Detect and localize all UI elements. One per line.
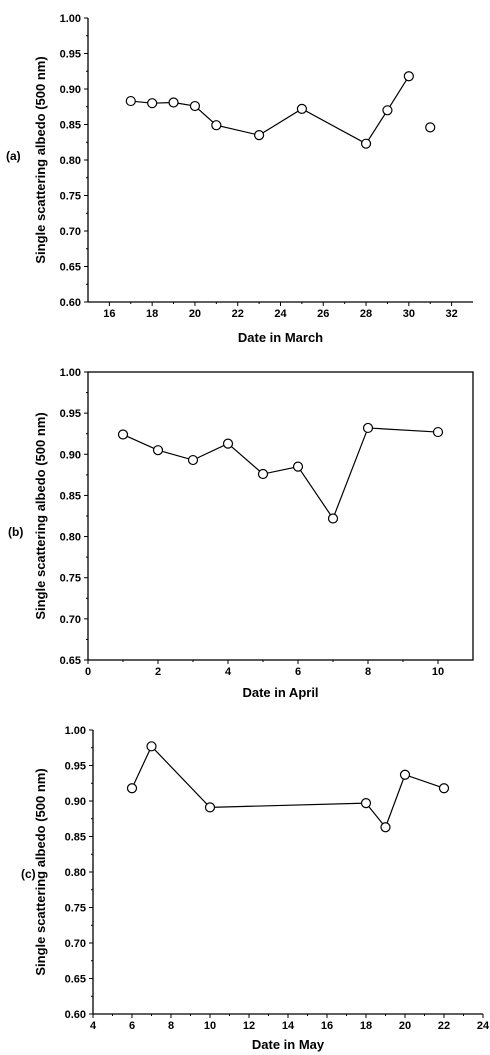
chart-a-y-tick-label: 0.80 (60, 155, 81, 167)
chart-a-data-point (168, 97, 179, 108)
chart-b-data-point (152, 445, 164, 456)
chart-c-data-point (126, 783, 138, 794)
chart-c-y-axis-title: Single scattering albedo (500 nm) (33, 768, 48, 975)
chart-b-panel-label: (b) (8, 525, 23, 539)
chart-a-data-point (425, 122, 436, 133)
chart-a-data-point (189, 100, 201, 112)
chart-c-series-line (131, 745, 445, 829)
chart-a-x-tick-label: 20 (189, 308, 201, 320)
chart-b-data-point (257, 468, 269, 480)
chart-b-series-line (122, 427, 439, 520)
chart-c-x-tick-label: 6 (129, 1020, 135, 1032)
chart-b-y-tick-label: 1.00 (60, 367, 81, 379)
chart-c-y-tick-label: 0.90 (65, 796, 86, 808)
chart-c-x-tick-label: 8 (168, 1020, 174, 1032)
chart-a-y-tick-label: 0.65 (60, 262, 81, 274)
chart-a-data-point (211, 120, 222, 131)
chart-a-x-axis-title: Date in March (238, 330, 323, 345)
chart-c-y-tick-label: 0.70 (65, 938, 86, 950)
chart-c-data-point (380, 822, 391, 833)
chart-c-data-point (360, 798, 372, 809)
chart-c-x-tick-label: 4 (90, 1020, 97, 1032)
chart-b-data-point (187, 454, 199, 466)
chart-c-y-tick-label: 0.85 (65, 832, 86, 844)
chart-a-data-point (360, 138, 372, 149)
chart-a-data-point (403, 71, 414, 82)
chart-c-y-tick-label: 1.00 (65, 725, 86, 737)
chart-a-x-tick-label: 24 (274, 308, 287, 320)
chart-b-x-axis-title: Date in April (242, 685, 318, 700)
chart-b-data-point (327, 513, 339, 524)
chart-a-y-tick-label: 0.70 (60, 226, 81, 238)
chart-a-x-tick-label: 22 (232, 308, 244, 320)
chart-b-y-axis-title: Single scattering albedo (500 nm) (33, 412, 48, 619)
chart-c-x-tick-label: 22 (438, 1020, 450, 1032)
chart-a-x-tick-label: 32 (445, 308, 457, 320)
chart-a-y-tick-label: 0.90 (60, 84, 81, 96)
chart-c-x-tick-label: 14 (282, 1020, 295, 1032)
chart-b-y-tick-label: 0.80 (60, 532, 81, 544)
chart-c-x-tick-label: 10 (204, 1020, 216, 1032)
chart-a-x-tick-label: 16 (103, 308, 115, 320)
chart-b-x-tick-label: 0 (85, 666, 91, 678)
chart-b-data-point (362, 422, 374, 434)
chart-a-series-line (130, 75, 410, 145)
chart-c-y-tick-label: 0.95 (65, 761, 86, 773)
chart-b-y-tick-label: 0.70 (60, 614, 81, 626)
chart-b: 0.65 0.70 0.75 0.80 0.85 0.90 0.95 1.00 0 2 4 6 8 10 D… (8, 367, 474, 700)
chart-b-y-tick-label: 0.95 (60, 408, 81, 420)
chart-c-data-point (146, 741, 157, 752)
chart-b-x-tick-label: 8 (365, 666, 371, 678)
chart-b-x-tick-label: 10 (432, 666, 444, 678)
chart-a-x-tick-label: 26 (317, 308, 329, 320)
chart-b-data-point (117, 429, 129, 440)
chart-a-data-point (147, 98, 158, 109)
chart-a-x-tick-label: 30 (403, 308, 415, 320)
chart-b-data-point (222, 438, 234, 449)
chart-a-y-tick-label: 0.75 (60, 191, 81, 203)
chart-b-y-tick-label: 0.65 (60, 655, 81, 667)
chart-c-data-point (438, 783, 450, 794)
chart-c-x-axis-title: Date in May (252, 1037, 325, 1052)
chart-a-data-point (382, 105, 393, 116)
chart-a: 0.60 0.65 0.70 0.75 0.80 0.85 0.90 0.95 1.00 16 18… (6, 13, 473, 345)
chart-c-x-tick-label: 24 (477, 1020, 490, 1032)
chart-c-y-tick-label: 0.60 (65, 1009, 86, 1021)
chart-a-data-point (296, 103, 307, 114)
chart-b-x-tick-label: 6 (295, 666, 301, 678)
chart-c-x-tick-label: 12 (243, 1020, 255, 1032)
chart-a-y-axis-title: Single scattering albedo (500 nm) (33, 56, 48, 263)
chart-b-x-tick-label: 2 (155, 666, 161, 678)
chart-c-y-tick-label: 0.80 (65, 867, 86, 879)
chart-b-y-tick-label: 0.75 (60, 573, 81, 585)
chart-a-panel-label: (a) (6, 149, 21, 163)
chart-a-y-tick-label: 0.60 (60, 297, 81, 309)
chart-c-y-tick-label: 0.65 (65, 974, 86, 986)
chart-b-data-point (292, 461, 304, 472)
chart-c: 0.60 0.65 0.70 0.75 0.80 0.85 0.90 0.95 1.00 4 6 8 1… (21, 725, 490, 1052)
chart-c-data-point (399, 769, 411, 780)
chart-c-y-tick-label: 0.75 (65, 903, 86, 915)
chart-b-y-tick-label: 0.90 (60, 449, 81, 461)
chart-b-x-tick-label: 4 (225, 666, 232, 678)
chart-a-x-tick-label: 28 (360, 308, 372, 320)
chart-c-data-point (204, 802, 216, 813)
chart-c-panel-label: (c) (21, 867, 36, 881)
chart-a-data-point (254, 130, 265, 141)
chart-a-y-tick-label: 0.85 (60, 120, 81, 132)
chart-c-x-tick-label: 16 (321, 1020, 333, 1032)
chart-b-data-point (432, 426, 444, 438)
chart-c-x-tick-label: 18 (360, 1020, 372, 1032)
chart-b-plot-frame (87, 371, 474, 661)
chart-a-y-tick-label: 0.95 (60, 49, 81, 61)
chart-c-x-tick-label: 20 (399, 1020, 411, 1032)
chart-a-x-tick-label: 18 (146, 308, 158, 320)
chart-a-data-point (125, 95, 136, 107)
chart-b-y-tick-label: 0.85 (60, 490, 81, 502)
chart-a-y-tick-label: 1.00 (60, 13, 81, 25)
